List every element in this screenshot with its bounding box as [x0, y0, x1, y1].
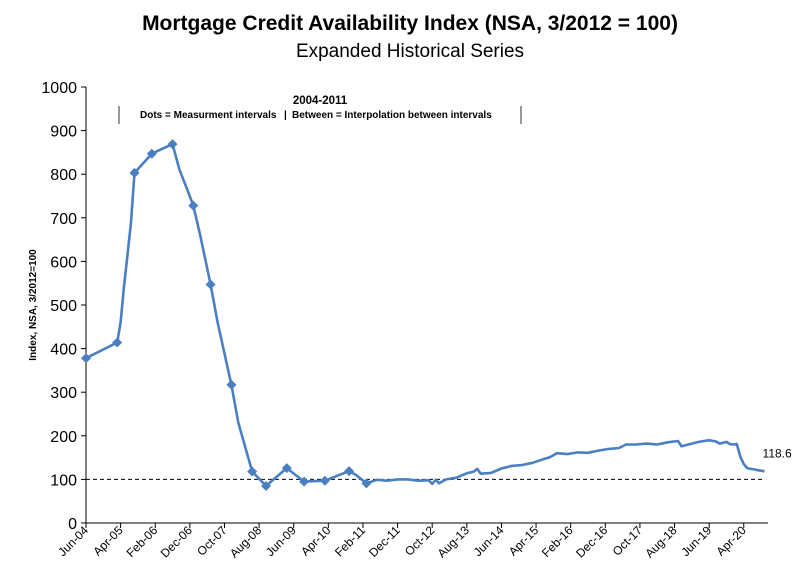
x-tick-label: Oct-12 [402, 523, 438, 559]
end-value-label: 118.6 [763, 446, 792, 460]
data-point-marker [299, 476, 310, 487]
y-axis-label: Index, NSA, 3/2012=100 [28, 249, 39, 361]
y-tick-label: 400 [50, 342, 77, 359]
chart-title: Mortgage Credit Availability Index (NSA,… [142, 12, 678, 35]
y-tick-label: 700 [50, 211, 77, 228]
data-point-marker [261, 480, 272, 491]
data-point-marker [247, 466, 258, 477]
data-point-marker [205, 279, 216, 290]
y-tick-label: 600 [50, 254, 77, 271]
data-point-marker [281, 463, 292, 474]
data-point-marker [167, 139, 178, 150]
data-point-marker [129, 167, 140, 178]
annotation-box: 2004-2011 Dots = Measurment intervals | … [118, 95, 522, 124]
series-markers [81, 139, 372, 491]
y-tick-label: 1000 [41, 80, 77, 97]
data-point-marker [361, 478, 372, 489]
data-point-marker [146, 148, 157, 159]
x-tick-label: Dec-06 [158, 523, 195, 560]
x-tick-label: Oct-17 [610, 523, 646, 559]
y-tick-label: 0 [68, 516, 77, 533]
annotation-heading: 2004-2011 [293, 95, 348, 107]
y-tick-label: 200 [50, 429, 77, 446]
chart-subtitle: Expanded Historical Series [296, 41, 524, 62]
x-tick-label: Oct-07 [194, 523, 230, 559]
data-point-marker [112, 337, 123, 348]
y-tick-label: 500 [50, 298, 77, 315]
x-tick-label: Apr-10 [298, 523, 334, 559]
data-point-marker [344, 466, 355, 477]
x-tick-label: Dec-16 [573, 523, 610, 560]
x-tick-label: Dec-11 [366, 523, 403, 560]
x-tick-label: Jun-19 [678, 523, 714, 559]
x-tick-label: Jun-09 [263, 523, 299, 559]
data-point-marker [188, 200, 199, 211]
data-point-marker [319, 475, 330, 486]
x-tick-label: Feb-06 [124, 523, 161, 560]
x-tick-label: Apr-20 [714, 523, 750, 559]
x-tick-label: Aug-18 [642, 523, 679, 560]
y-tick-label: 800 [50, 167, 77, 184]
annotation-right-text: Between = Interpolation between interval… [292, 110, 492, 121]
series-line [85, 142, 765, 488]
y-tick-label: 300 [50, 385, 77, 402]
x-tick-label: Feb-11 [332, 523, 368, 559]
y-tick-label: 900 [50, 124, 77, 141]
data-point-marker [226, 379, 237, 390]
data-point-marker [81, 353, 91, 364]
x-tick-label: Apr-05 [90, 523, 126, 559]
annotation-left-text: Dots = Measurment intervals [140, 110, 277, 121]
x-tick-label: Aug-13 [435, 523, 472, 560]
annotation-separator: | [284, 110, 287, 121]
x-tick-label: Jun-14 [471, 523, 507, 559]
y-tick-label: 100 [50, 472, 77, 489]
x-tick-label: Apr-15 [506, 523, 542, 559]
y-axis: 0 100 200 300 400 500 600 700 800 900 1000 [41, 80, 87, 533]
x-tick-label: Aug-08 [227, 523, 264, 560]
x-tick-label: Feb-16 [539, 523, 576, 560]
